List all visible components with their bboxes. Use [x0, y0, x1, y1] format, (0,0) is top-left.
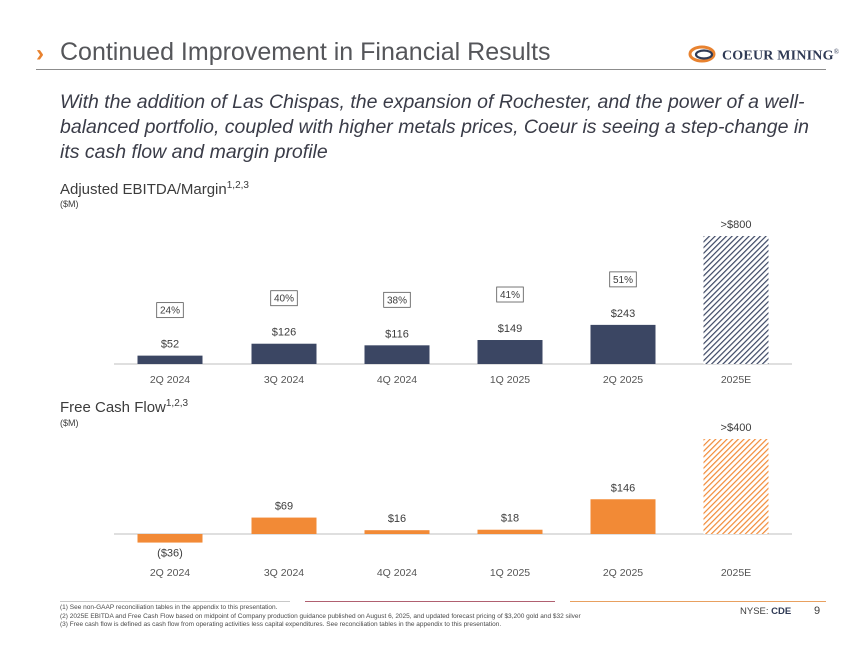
- ebitda-value-label: >$800: [721, 219, 752, 231]
- fcf-value-label: $146: [611, 482, 635, 494]
- fcf-bar: [477, 529, 543, 534]
- fcf-value-label: $18: [501, 513, 519, 525]
- fcf-category-label: 2Q 2025: [603, 567, 643, 579]
- company-logo: COEUR MINING®: [688, 44, 839, 66]
- fcf-category-label: 4Q 2024: [377, 567, 417, 579]
- ebitda-bar: [477, 340, 543, 364]
- ebitda-bar: [251, 343, 317, 364]
- margin-label: 51%: [613, 275, 633, 286]
- ebitda-bar: [364, 345, 430, 364]
- fcf-value-label: $69: [275, 501, 293, 513]
- ebitda-bar: [703, 236, 769, 364]
- fcf-bar: [590, 499, 656, 534]
- ebitda-category-label: 2025E: [721, 374, 751, 386]
- footer-divider-left: [60, 601, 290, 602]
- ebitda-value-label: $52: [161, 339, 179, 351]
- margin-badge: [270, 290, 298, 307]
- fcf-category-label: 3Q 2024: [264, 567, 304, 579]
- fcf-value-label: ($36): [157, 548, 183, 560]
- footer-divider-middle: [305, 601, 555, 602]
- fcf-chart: ($36) 2Q 2024 $69 3Q 2024 $16 4Q 2024 $18 1Q 20…: [114, 422, 792, 579]
- ebitda-value-label: $126: [272, 327, 296, 339]
- fcf-bar: [703, 439, 769, 534]
- fcf-category-label: 1Q 2025: [490, 567, 530, 579]
- stock-ticker: NYSE: CDE: [740, 606, 792, 617]
- ebitda-bar: [590, 324, 656, 364]
- ebitda-chart: $52 2Q 2024 24% $126 3Q 2024 40% $116 4Q 2024 38…: [114, 219, 792, 386]
- fcf-category-label: 2Q 2024: [150, 567, 190, 579]
- footer-divider-right: [570, 601, 826, 602]
- fcf-bar: [364, 530, 430, 534]
- fcf-bar: [251, 517, 317, 534]
- footnote: (2) 2025E EBITDA and Free Cash Flow base…: [60, 612, 581, 620]
- margin-label: 38%: [387, 295, 407, 306]
- fcf-category-label: 2025E: [721, 567, 751, 579]
- margin-badge: [156, 302, 184, 319]
- margin-label: 41%: [500, 290, 520, 301]
- fcf-value-label: >$400: [721, 422, 752, 434]
- margin-label: 24%: [160, 306, 180, 317]
- ebitda-category-label: 4Q 2024: [377, 374, 417, 386]
- footnote: (3) Free cash flow is defined as cash fl…: [60, 621, 502, 628]
- ebitda-category-label: 2Q 2025: [603, 374, 643, 386]
- margin-label: 40%: [274, 294, 294, 305]
- title-divider: [36, 69, 826, 70]
- ebitda-chart-title: Adjusted EBITDA/Margin1,2,3: [60, 180, 249, 198]
- logo-wordmark: COEUR MINING®: [722, 48, 840, 64]
- ebitda-category-label: 2Q 2024: [150, 374, 190, 386]
- ebitda-value-label: $116: [385, 328, 409, 340]
- ebitda-bar: [137, 355, 203, 364]
- margin-badge: [383, 291, 411, 308]
- fcf-value-label: $16: [388, 513, 406, 525]
- page-subtitle: With the addition of Las Chispas, the ex…: [60, 91, 810, 163]
- ebitda-value-label: $243: [611, 308, 635, 320]
- fcf-chart-unit: ($M): [60, 418, 79, 428]
- logo-ring-icon: [688, 45, 716, 63]
- ebitda-chart-unit: ($M): [60, 199, 79, 209]
- fcf-bar: [137, 534, 203, 543]
- footnote: (1) See non-GAAP reconciliation tables i…: [60, 604, 278, 611]
- title-chevron-icon: ›: [36, 40, 44, 67]
- footnotes: (1) See non-GAAP reconciliation tables i…: [60, 604, 581, 630]
- page-title: Continued Improvement in Financial Resul…: [60, 38, 551, 66]
- margin-badge: [496, 286, 524, 303]
- ebitda-category-label: 3Q 2024: [264, 374, 304, 386]
- page-number: 9: [814, 605, 821, 617]
- margin-badge: [609, 271, 637, 288]
- ebitda-value-label: $149: [498, 323, 522, 335]
- ebitda-category-label: 1Q 2025: [490, 374, 530, 386]
- fcf-chart-title: Free Cash Flow1,2,3: [60, 398, 189, 416]
